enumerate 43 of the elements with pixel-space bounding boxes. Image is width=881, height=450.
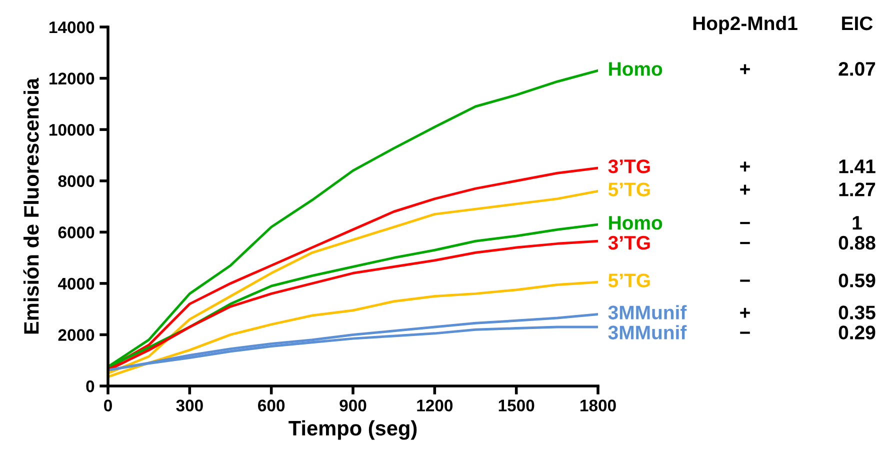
text: 1.27 [839,182,876,196]
y-tick-label: 6000 [58,226,94,238]
series-label: 3MMunif [608,325,687,340]
text: 0.59 [838,274,876,288]
series-label: 3MMunif [608,305,687,320]
text: + [740,308,750,318]
x-tick-label: 1800 [580,400,616,412]
series-label: Homo [609,62,662,76]
x-tick-label: 1500 [498,400,534,412]
series-label: Homo [609,216,662,230]
y-tick-label: 8000 [58,175,94,188]
y-tick-label: 10000 [50,124,94,136]
x-tick-label: 300 [176,400,203,412]
series-label: 5’TG [608,274,650,288]
y-tick-label: 14000 [50,21,94,34]
text: 1 [852,216,862,230]
x-tick-label: 1200 [417,400,453,412]
text: EIC [842,16,873,30]
text: − [740,332,750,334]
text: + [740,162,750,172]
x-tick-label: 0 [104,400,112,412]
text: 0.35 [838,306,876,320]
series-label: 3’TG [608,236,650,250]
text: − [740,222,750,224]
text: 1.41 [839,160,876,174]
series-label: 3’TG [608,159,650,174]
text: 2.07 [838,62,876,76]
text: + [740,64,750,74]
text: − [740,242,750,244]
text: − [740,280,750,282]
x-tick-label: 600 [258,400,285,412]
y-tick-label: 4000 [58,278,94,290]
x-axis-title: Tiempo (seg) [288,420,417,440]
text: 0.29 [838,326,876,340]
text: 0.88 [838,236,876,250]
y-axis-title: Emisión de Fluorescencia [23,78,39,334]
y-tick-label: 2000 [58,329,94,341]
y-tick-label: 0 [86,380,94,392]
y-tick-label: 12000 [50,72,94,84]
text: + [740,184,750,195]
series-label: 5’TG [608,182,650,196]
x-tick-label: 900 [340,400,366,412]
text: Hop2-Mnd1 [693,16,798,34]
